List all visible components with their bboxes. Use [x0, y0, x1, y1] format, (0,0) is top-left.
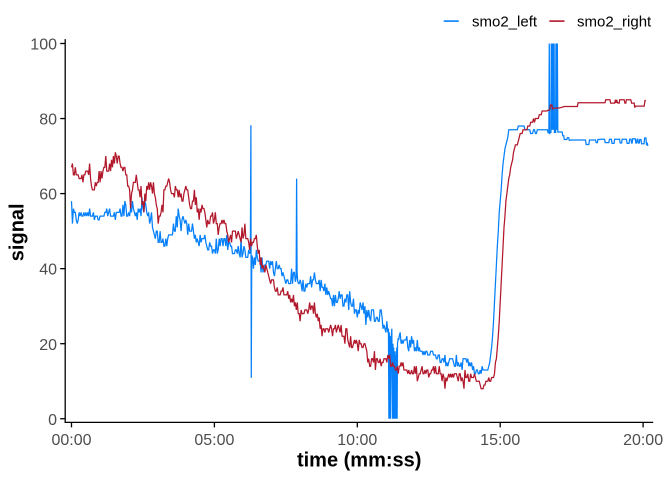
svg-text:05:00: 05:00 [194, 432, 234, 449]
svg-text:0: 0 [48, 412, 57, 429]
svg-text:100: 100 [30, 37, 57, 54]
svg-text:80: 80 [39, 112, 57, 129]
svg-text:00:00: 00:00 [51, 432, 91, 449]
svg-text:smo2_right: smo2_right [577, 14, 652, 31]
svg-text:20:00: 20:00 [623, 432, 663, 449]
svg-text:10:00: 10:00 [337, 432, 377, 449]
svg-text:smo2_left: smo2_left [472, 14, 538, 31]
svg-text:15:00: 15:00 [480, 432, 520, 449]
svg-text:40: 40 [39, 262, 57, 279]
svg-text:time (mm:ss): time (mm:ss) [297, 450, 421, 472]
svg-text:20: 20 [39, 337, 57, 354]
svg-text:60: 60 [39, 187, 57, 204]
svg-text:signal: signal [7, 203, 29, 261]
